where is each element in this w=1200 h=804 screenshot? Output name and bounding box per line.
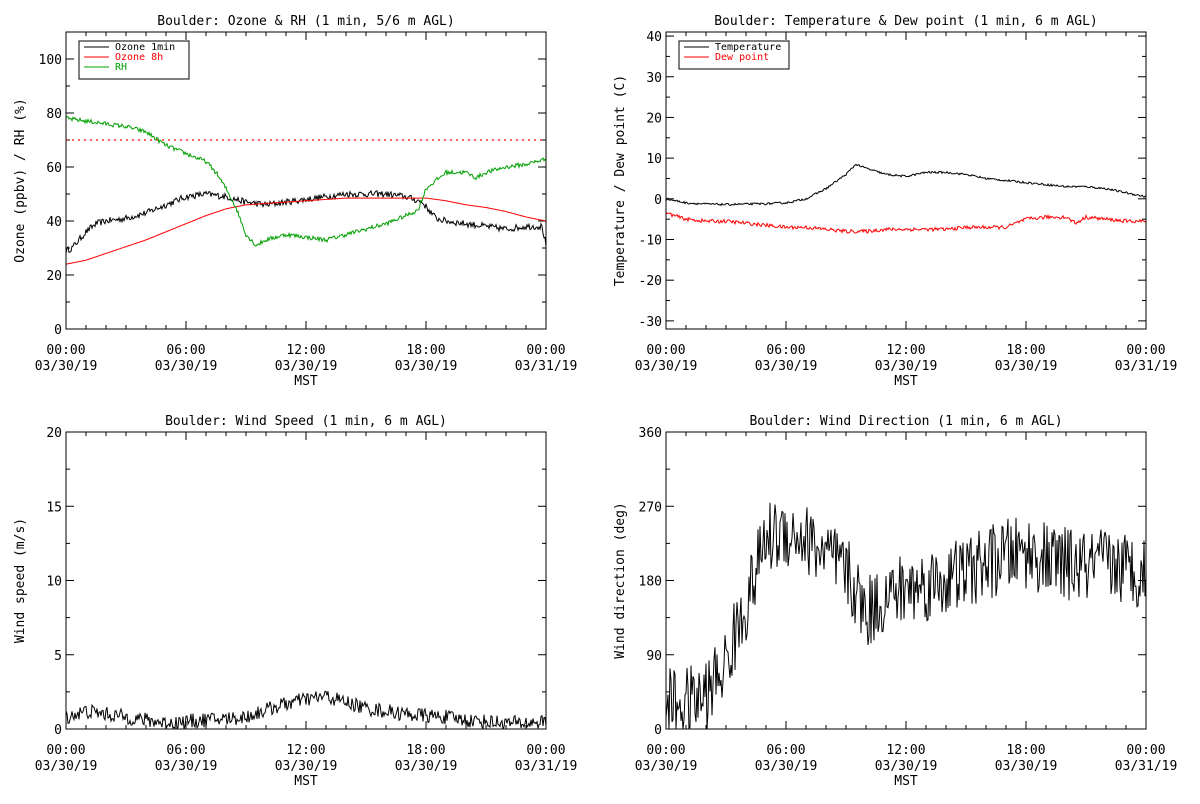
chart-ozone: Boulder: Ozone & RH (1 min, 5/6 m AGL) Oz… [13, 14, 577, 389]
x-tick-time-label: 06:00 [766, 743, 805, 758]
x-tick-date-label: 03/30/19 [395, 359, 458, 374]
series-line-data [666, 502, 1146, 729]
y-tick-label: 90 [646, 649, 662, 664]
x-axis-label: MST [894, 374, 918, 389]
x-tick-time-label: 00:00 [526, 343, 565, 358]
x-tick-date-label: 03/30/19 [995, 759, 1058, 774]
y-tick-label: -10 [639, 233, 662, 248]
y-axis-label: Ozone (ppbv) / RH (%) [13, 98, 28, 262]
chart-temp: Boulder: Temperature & Dew point (1 min,… [613, 14, 1177, 389]
x-tick-time-label: 00:00 [46, 743, 85, 758]
y-tick-label: 40 [46, 215, 62, 230]
series-line-dew-point [666, 212, 1146, 234]
chart-title: Boulder: Wind Speed (1 min, 6 m AGL) [165, 414, 447, 429]
plot-frame [665, 31, 1147, 330]
y-axis-label: Wind speed (m/s) [13, 518, 28, 643]
y-tick-label: 0 [54, 723, 62, 738]
x-tick-date-label: 03/30/19 [395, 759, 458, 774]
legend-label: Dew point [715, 52, 769, 63]
legend-box [678, 40, 790, 70]
y-tick-label: -20 [639, 274, 662, 289]
x-tick-date-label: 03/31/19 [1115, 359, 1178, 374]
y-tick-label: 60 [46, 161, 62, 176]
y-tick-label: 270 [639, 500, 662, 515]
x-tick-time-label: 00:00 [526, 743, 565, 758]
chart-wspd: Boulder: Wind Speed (1 min, 6 m AGL) Wind… [13, 414, 577, 789]
series-line-ozone-8h [66, 197, 546, 265]
y-tick-label: 20 [46, 269, 62, 284]
y-tick-label: 20 [646, 111, 662, 126]
x-tick-time-label: 00:00 [1126, 343, 1165, 358]
x-tick-date-label: 03/30/19 [275, 759, 338, 774]
x-tick-date-label: 03/30/19 [875, 359, 938, 374]
y-tick-label: 0 [54, 323, 62, 338]
x-tick-date-label: 03/31/19 [515, 759, 578, 774]
series-line-ozone-1min [66, 189, 546, 254]
x-tick-date-label: 03/31/19 [1115, 759, 1178, 774]
chart-wdir: Boulder: Wind Direction (1 min, 6 m AGL)… [613, 414, 1177, 789]
x-tick-time-label: 06:00 [166, 343, 205, 358]
y-tick-label: 15 [46, 500, 62, 515]
y-tick-label: 180 [639, 575, 662, 590]
x-tick-time-label: 18:00 [1006, 743, 1045, 758]
y-tick-label: -30 [639, 315, 662, 330]
y-tick-label: 30 [646, 71, 662, 86]
x-tick-date-label: 03/30/19 [635, 359, 698, 374]
x-tick-time-label: 18:00 [406, 743, 445, 758]
x-axis-label: MST [294, 374, 318, 389]
legend-label: Temperature [715, 42, 781, 53]
x-tick-date-label: 03/31/19 [515, 359, 578, 374]
x-tick-time-label: 12:00 [286, 743, 325, 758]
legend-label: RH [115, 62, 127, 73]
y-tick-label: 0 [654, 193, 662, 208]
x-tick-time-label: 06:00 [766, 343, 805, 358]
x-tick-time-label: 18:00 [1006, 343, 1045, 358]
x-tick-date-label: 03/30/19 [755, 759, 818, 774]
plot-frame [65, 431, 547, 730]
x-tick-date-label: 03/30/19 [155, 759, 218, 774]
x-tick-time-label: 00:00 [646, 743, 685, 758]
series-line-rh [66, 115, 546, 247]
chart-title: Boulder: Temperature & Dew point (1 min,… [714, 14, 1098, 29]
legend-label: Ozone 1min [115, 42, 175, 53]
x-tick-time-label: 12:00 [886, 743, 925, 758]
x-tick-time-label: 12:00 [886, 343, 925, 358]
chart-title: Boulder: Wind Direction (1 min, 6 m AGL) [749, 414, 1062, 429]
series-line-data [66, 690, 546, 729]
x-tick-time-label: 00:00 [646, 343, 685, 358]
y-axis-label: Wind direction (deg) [613, 502, 628, 659]
x-tick-date-label: 03/30/19 [755, 359, 818, 374]
plot-frame [65, 31, 547, 330]
x-tick-date-label: 03/30/19 [995, 359, 1058, 374]
x-tick-date-label: 03/30/19 [155, 359, 218, 374]
y-tick-label: 10 [646, 152, 662, 167]
x-axis-label: MST [294, 774, 318, 789]
plot-frame [665, 431, 1147, 730]
x-tick-date-label: 03/30/19 [35, 359, 98, 374]
x-tick-time-label: 12:00 [286, 343, 325, 358]
chart-title: Boulder: Ozone & RH (1 min, 5/6 m AGL) [157, 14, 454, 29]
series-line-temperature [666, 163, 1146, 207]
y-tick-label: 0 [654, 723, 662, 738]
x-tick-date-label: 03/30/19 [35, 759, 98, 774]
y-tick-label: 80 [46, 107, 62, 122]
y-tick-label: 40 [646, 30, 662, 45]
x-tick-date-label: 03/30/19 [635, 759, 698, 774]
legend-label: Ozone 8h [115, 52, 163, 63]
x-tick-time-label: 06:00 [166, 743, 205, 758]
y-tick-label: 10 [46, 575, 62, 590]
x-tick-date-label: 03/30/19 [875, 759, 938, 774]
y-tick-label: 20 [46, 426, 62, 441]
y-axis-label: Temperature / Dew point (C) [613, 75, 628, 286]
y-tick-label: 100 [39, 53, 62, 68]
x-tick-time-label: 00:00 [46, 343, 85, 358]
x-tick-time-label: 18:00 [406, 343, 445, 358]
x-tick-time-label: 00:00 [1126, 743, 1165, 758]
y-tick-label: 360 [639, 426, 662, 441]
y-tick-label: 5 [54, 649, 62, 664]
x-axis-label: MST [894, 774, 918, 789]
x-tick-date-label: 03/30/19 [275, 359, 338, 374]
